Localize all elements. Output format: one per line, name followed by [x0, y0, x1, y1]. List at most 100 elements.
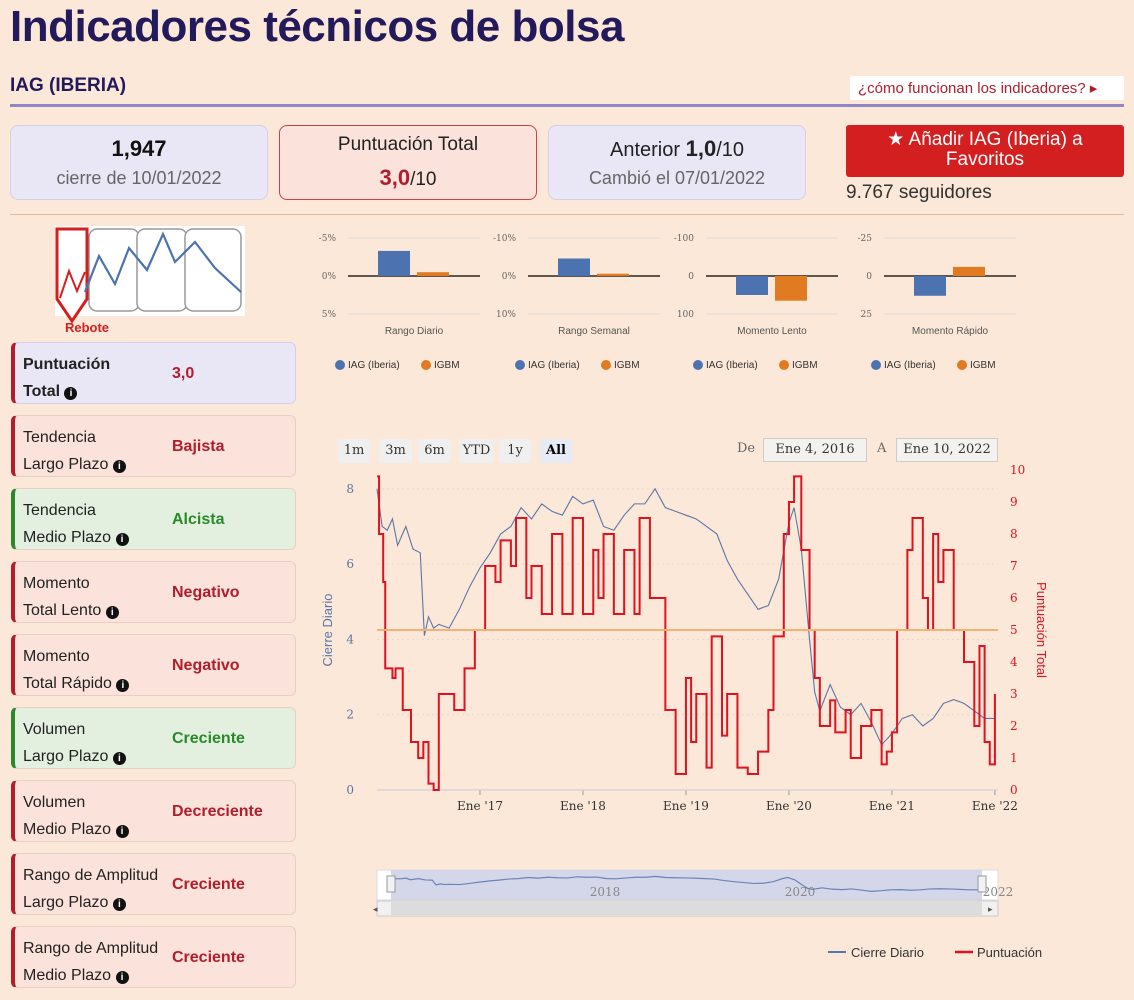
page-title: Indicadores técnicos de bolsa	[10, 2, 624, 51]
from-label: De	[737, 441, 756, 456]
legend-item: IGBM	[970, 360, 996, 371]
info-icon[interactable]: i	[112, 898, 126, 911]
indicator-card[interactable]: Momento Total Lento i Negativo	[11, 561, 296, 623]
indicator-card[interactable]: Rango de Amplitud Largo Plazo i Creciente	[11, 853, 296, 915]
right-axis-tick: 7	[1010, 559, 1018, 573]
indicator-value: Creciente	[172, 730, 245, 747]
range-button-6m[interactable]: 6m	[418, 439, 451, 463]
price-score-chart: 0 2 4 6 8 0 1 2 3 4 5 6 7 8 9 10 Ene '17 Ene '18 Ene '19 En…	[320, 463, 1049, 960]
total-score-denominator: /10	[410, 169, 437, 190]
ticker-label: IAG (IBERIA)	[10, 75, 127, 96]
navigator-handle-right	[977, 875, 987, 893]
bar-igbm	[775, 276, 807, 301]
y-tick-label: -10%	[493, 234, 516, 244]
scroll-left-arrow: ◂	[373, 904, 378, 914]
indicator-label-line2: Medio Plazo	[23, 529, 112, 546]
info-icon[interactable]: i	[105, 606, 119, 619]
x-axis-label: Rango Diario	[385, 326, 444, 337]
info-icon[interactable]: i	[116, 679, 130, 692]
scroll-right-arrow: ▸	[988, 904, 993, 914]
legend-item-cierre: Cierre Diario	[851, 945, 924, 960]
info-icon[interactable]: i	[115, 825, 129, 838]
indicator-label-line2: Total	[23, 383, 61, 400]
info-icon[interactable]: i	[115, 533, 129, 546]
indicator-label-line1: Momento	[23, 575, 90, 592]
y-tick-label: -25	[858, 234, 873, 244]
indicator-card[interactable]: Puntuación Total i 3,0	[11, 342, 296, 404]
right-axis-tick: 3	[1010, 687, 1018, 701]
range-button-1y[interactable]: 1y	[499, 439, 531, 463]
indicator-label: Volumen Medio Plazo i	[23, 789, 173, 843]
how-indicators-work-link[interactable]: ¿cómo funcionan los indicadores? ▸	[850, 76, 1124, 100]
indicator-value: Decreciente	[172, 803, 263, 820]
legend-item: IAG (Iberia)	[528, 360, 580, 371]
indicator-label-line2: Largo Plazo	[23, 748, 109, 765]
total-score-label: Puntuación Total	[337, 134, 479, 155]
info-icon[interactable]: i	[112, 752, 126, 765]
indicator-label: Tendencia Medio Plazo i	[23, 497, 173, 551]
indicator-card[interactable]: Tendencia Largo Plazo i Bajista	[11, 415, 296, 477]
right-axis-tick: 1	[1010, 751, 1018, 765]
legend-marker-igbm	[957, 360, 967, 370]
indicator-label: Puntuación Total i	[23, 351, 173, 405]
legend-item: IAG (Iberia)	[884, 360, 936, 371]
indicator-card[interactable]: Volumen Largo Plazo i Creciente	[11, 707, 296, 769]
range-button-ytd[interactable]: YTD	[459, 439, 494, 463]
total-score-value: 3,0	[379, 165, 411, 190]
navigator-label: 2022	[983, 885, 1014, 899]
indicator-label-line1: Tendencia	[23, 429, 96, 446]
range-button-all[interactable]: All	[540, 439, 572, 463]
header-divider	[10, 104, 1124, 107]
indicator-card[interactable]: Rango de Amplitud Medio Plazo i Creciente	[11, 926, 296, 988]
indicator-card[interactable]: Volumen Medio Plazo i Decreciente	[11, 780, 296, 842]
followers-count: 9.767 seguidores	[846, 182, 992, 203]
legend-item: IGBM	[434, 360, 460, 371]
total-score-card: Puntuación Total 3,0/10	[279, 125, 537, 200]
legend-marker-igbm	[779, 360, 789, 370]
previous-score-card: Anterior 1,0/10 Cambió el 07/01/2022	[548, 125, 806, 200]
y-tick-label: 0%	[502, 272, 517, 282]
legend-marker-iag	[515, 360, 525, 370]
legend-item: IGBM	[614, 360, 640, 371]
momento-rapido-chart: -25 0 25 Momento Rápido IAG (Iberia) IGBM	[858, 234, 1016, 371]
y-tick-label: 25	[861, 310, 873, 320]
indicator-value: 3,0	[172, 365, 195, 382]
indicator-card[interactable]: Momento Total Rápido i Negativo	[11, 634, 296, 696]
indicator-label: Volumen Largo Plazo i	[23, 716, 173, 770]
x-axis-label: Rango Semanal	[558, 326, 630, 337]
left-axis-tick: 8	[346, 482, 354, 496]
info-icon[interactable]: i	[64, 387, 78, 400]
indicator-card[interactable]: Tendencia Medio Plazo i Alcista	[11, 488, 296, 550]
legend-item: IAG (Iberia)	[706, 360, 758, 371]
to-date-input[interactable]: Ene 10, 2022	[896, 438, 998, 462]
range-button-1m[interactable]: 1m	[338, 439, 370, 463]
momento-lento-chart: -100 0 100 Momento Lento IAG (Iberia) IGBM	[674, 234, 838, 371]
right-axis-tick: 5	[1010, 623, 1018, 637]
navigator-label: 2020	[785, 885, 816, 899]
right-axis-tick: 4	[1010, 655, 1018, 669]
navigator-handle-left	[386, 875, 396, 893]
previous-score-value: 1,0	[685, 136, 717, 161]
indicator-label: Momento Total Lento i	[23, 570, 173, 624]
indicator-label-line2: Total Lento	[23, 602, 102, 619]
legend-marker-iag	[335, 360, 345, 370]
range-button-3m[interactable]: 3m	[379, 439, 412, 463]
indicator-value: Negativo	[172, 584, 240, 601]
indicator-label: Rango de Amplitud Medio Plazo i	[23, 935, 173, 989]
indicator-label: Momento Total Rápido i	[23, 643, 173, 697]
from-date-input[interactable]: Ene 4, 2016	[763, 438, 867, 462]
info-icon[interactable]: i	[115, 971, 129, 984]
info-icon[interactable]: i	[112, 460, 126, 473]
add-favorite-button[interactable]: ★ Añadir IAG (Iberia) a Favoritos	[846, 125, 1124, 177]
series-line-puntuacion	[377, 475, 996, 791]
bar-iag	[736, 276, 768, 295]
bar-iag	[378, 250, 410, 276]
rango-semanal-chart: -10% 0% 10% Rango Semanal IAG (Iberia) IGBM	[493, 234, 660, 371]
previous-score-denominator: /10	[716, 139, 744, 161]
left-axis-tick: 4	[346, 632, 354, 646]
legend-item: IAG (Iberia)	[348, 360, 400, 371]
y-tick-label: 0%	[322, 272, 337, 282]
navigator-scrollbar-thumb	[391, 902, 982, 915]
previous-score-change-date: Cambió el 07/01/2022	[588, 168, 766, 188]
x-axis-label: Momento Lento	[737, 326, 807, 337]
